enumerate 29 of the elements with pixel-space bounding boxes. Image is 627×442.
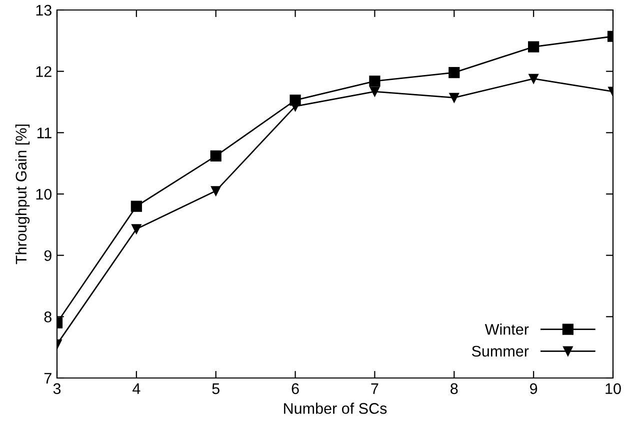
x-tick-label: 8 <box>450 383 458 394</box>
x-tick-label: 9 <box>530 383 538 394</box>
x-tick-label: 5 <box>212 383 220 394</box>
y-tick-label: 13 <box>36 4 52 16</box>
point <box>448 67 460 78</box>
point <box>528 74 538 84</box>
point <box>130 200 142 212</box>
legend-label: Summer <box>472 346 529 357</box>
x-axis-title: Number of SCs <box>284 402 387 414</box>
x-tick-label: 10 <box>606 383 621 394</box>
point <box>132 224 142 234</box>
y-axis-title: Throughput Gain [%] <box>15 124 30 264</box>
y-tick-label: 9 <box>44 250 52 262</box>
y-tick-label: 8 <box>44 312 52 322</box>
point <box>449 92 460 103</box>
y-tick-label: 10 <box>36 188 52 200</box>
y-tick-label: 7 <box>44 373 52 384</box>
y-tick-label: 12 <box>36 66 52 77</box>
x-tick-label: 3 <box>53 383 61 394</box>
legend-label: Winter <box>484 324 529 335</box>
x-tick-label: 6 <box>292 383 299 394</box>
y-tick-label: 11 <box>37 128 52 138</box>
x-tick-label: 4 <box>132 383 140 394</box>
point <box>528 41 540 52</box>
point <box>210 186 221 196</box>
point <box>369 76 380 87</box>
x-tick-label: 7 <box>371 383 378 394</box>
point <box>370 86 380 96</box>
point <box>210 150 222 162</box>
